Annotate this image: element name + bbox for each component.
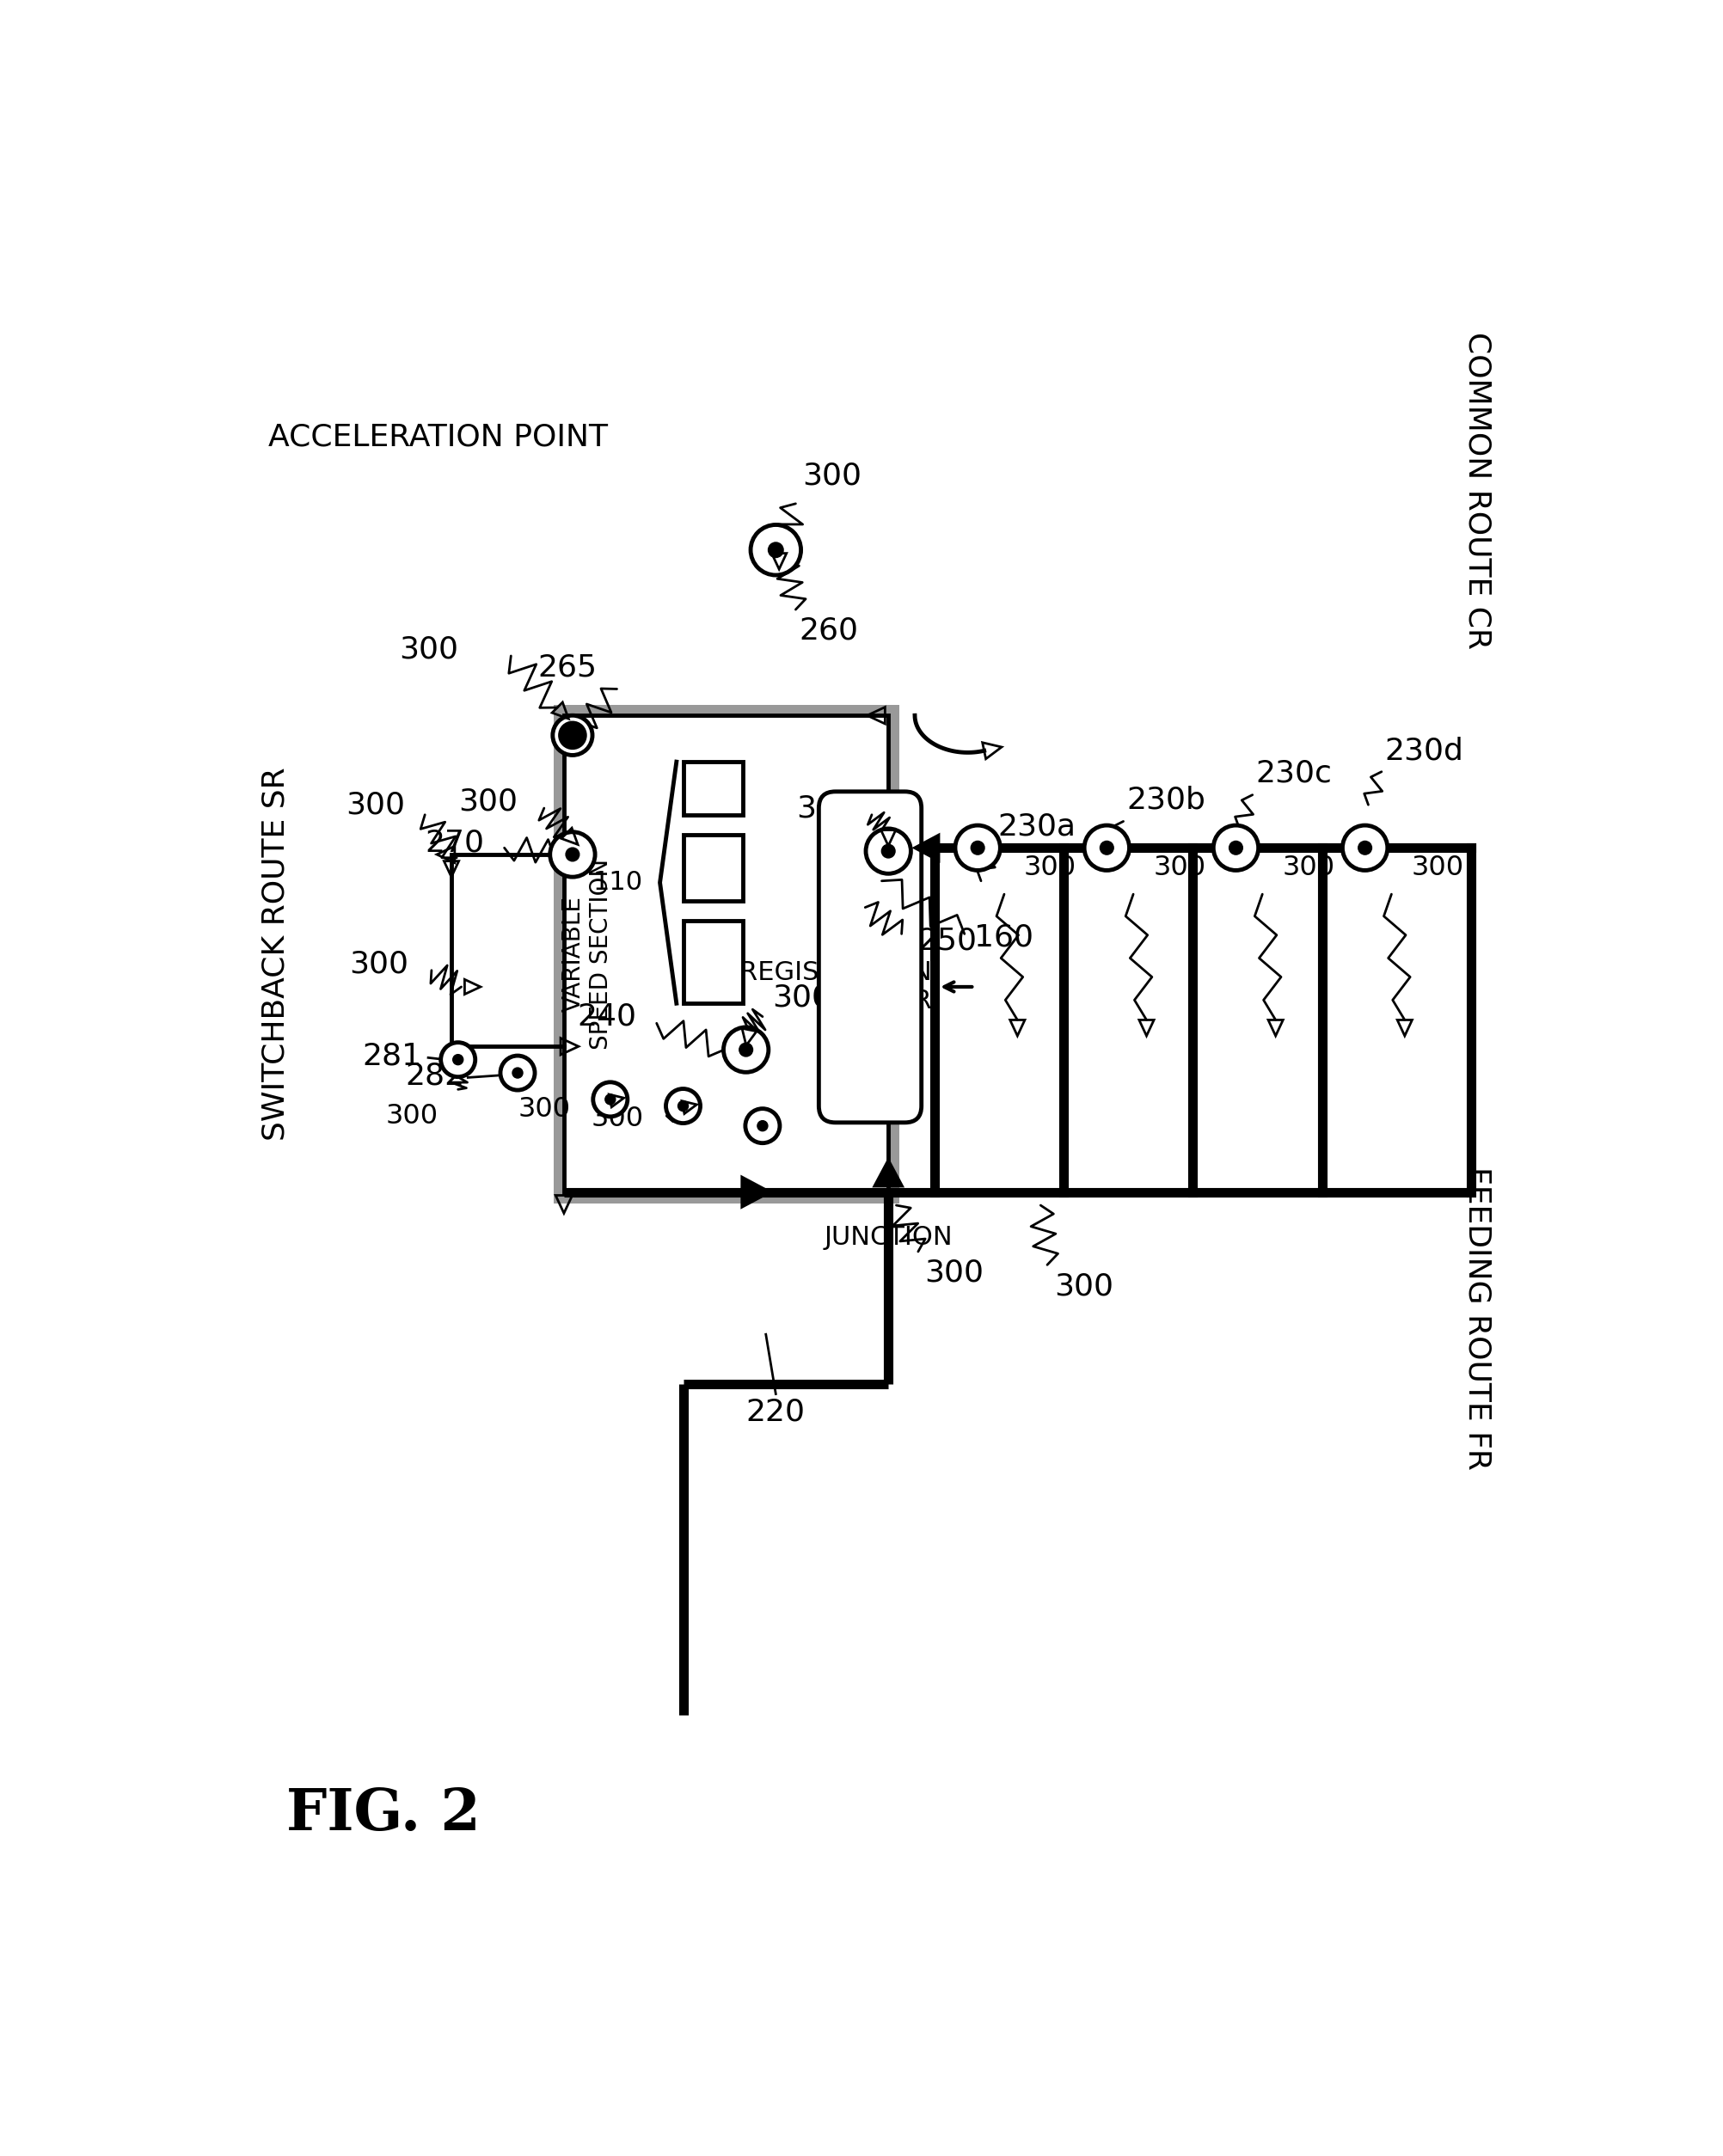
Text: ACCELERATION POINT: ACCELERATION POINT [269, 423, 608, 453]
Text: 301: 301 [796, 793, 855, 824]
FancyBboxPatch shape [818, 791, 922, 1123]
Circle shape [665, 1089, 700, 1123]
Text: 300: 300 [398, 634, 458, 664]
Text: FEEDING ROUTE FR: FEEDING ROUTE FR [1463, 1166, 1492, 1470]
Circle shape [724, 1026, 768, 1072]
Text: 300: 300 [386, 1102, 438, 1130]
Circle shape [453, 1054, 463, 1065]
Circle shape [751, 524, 801, 576]
Text: 230d: 230d [1385, 735, 1465, 765]
Text: 230a: 230a [998, 813, 1075, 841]
Circle shape [500, 1056, 534, 1091]
Circle shape [1342, 826, 1387, 871]
Polygon shape [875, 1162, 901, 1186]
Circle shape [739, 1044, 753, 1056]
Text: 265: 265 [538, 653, 598, 681]
Text: JUNCTION: JUNCTION [824, 1225, 953, 1250]
Bar [682, 834, 743, 901]
Bar [682, 921, 743, 1003]
Text: COMMON ROUTE CR: COMMON ROUTE CR [1463, 332, 1492, 649]
Text: 300: 300 [1411, 854, 1465, 882]
Text: 300: 300 [458, 787, 517, 817]
Circle shape [955, 826, 1001, 871]
Circle shape [677, 1102, 687, 1110]
Polygon shape [743, 1179, 768, 1205]
Text: 110: 110 [593, 871, 643, 895]
Circle shape [867, 828, 911, 873]
Text: 220: 220 [746, 1397, 805, 1427]
Circle shape [1099, 841, 1113, 854]
Text: 300: 300 [350, 949, 408, 979]
Circle shape [512, 1067, 522, 1078]
Text: 300: 300 [803, 461, 862, 489]
Text: 240: 240 [577, 1003, 638, 1031]
Text: 282: 282 [405, 1061, 465, 1091]
Text: 300: 300 [772, 983, 832, 1011]
Circle shape [605, 1095, 615, 1104]
Bar [682, 761, 743, 815]
Text: REGISTRATION
PART R: REGISTRATION PART R [739, 959, 932, 1013]
Text: 260: 260 [799, 617, 858, 645]
Text: FIG. 2: FIG. 2 [286, 1787, 481, 1841]
Circle shape [1213, 826, 1258, 871]
Text: 281: 281 [362, 1041, 422, 1072]
Circle shape [1084, 826, 1129, 871]
Bar [563, 716, 889, 1192]
Text: SWITCHBACK ROUTE SR: SWITCHBACK ROUTE SR [262, 768, 291, 1141]
Text: 300: 300 [1023, 854, 1077, 882]
Text: 160: 160 [975, 923, 1034, 951]
Text: 300: 300 [1153, 854, 1206, 882]
Text: 230c: 230c [1256, 759, 1332, 789]
Circle shape [593, 1082, 627, 1117]
Polygon shape [917, 837, 937, 860]
Bar [563, 716, 889, 1192]
Text: 230b: 230b [1127, 785, 1206, 815]
Circle shape [746, 1108, 781, 1143]
Circle shape [565, 847, 579, 860]
Text: 250: 250 [918, 925, 977, 955]
Circle shape [550, 832, 594, 877]
Circle shape [1358, 841, 1372, 854]
Circle shape [441, 1044, 476, 1076]
Circle shape [758, 1121, 768, 1132]
Text: 300: 300 [346, 791, 405, 819]
Text: 300: 300 [1282, 854, 1335, 882]
Circle shape [567, 729, 579, 742]
Circle shape [768, 543, 784, 558]
Text: 270: 270 [426, 828, 484, 858]
Circle shape [1228, 841, 1242, 854]
Text: 300: 300 [591, 1106, 643, 1132]
Text: 300: 300 [519, 1095, 570, 1123]
Text: 300: 300 [925, 1259, 984, 1287]
Circle shape [972, 841, 984, 854]
Text: 300: 300 [1054, 1272, 1113, 1300]
Text: VARIABLE
SPEED SECTION: VARIABLE SPEED SECTION [562, 858, 613, 1050]
Circle shape [882, 845, 894, 858]
Circle shape [560, 722, 586, 748]
Circle shape [553, 716, 593, 755]
